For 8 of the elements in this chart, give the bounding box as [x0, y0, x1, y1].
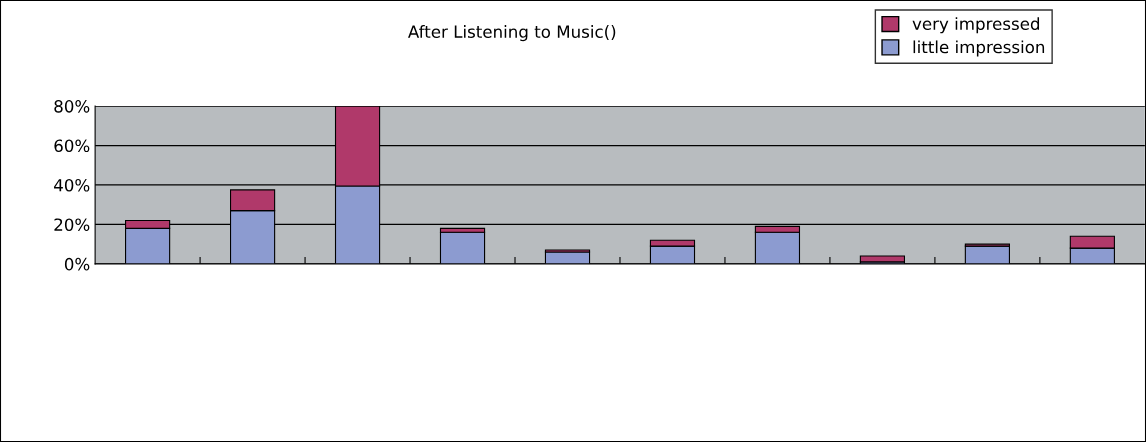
y-tick-label: 0%: [64, 257, 90, 271]
y-tick-label: 20%: [54, 218, 90, 231]
y-tick-label: 80%: [54, 100, 90, 113]
chart-title: After Listening to Music(): [408, 25, 616, 42]
y-tick-label: 40%: [54, 178, 90, 192]
legend-label: little impression: [913, 40, 1045, 57]
legend-label: very impressed: [912, 17, 1040, 34]
y-tick-label: 60%: [54, 139, 90, 153]
